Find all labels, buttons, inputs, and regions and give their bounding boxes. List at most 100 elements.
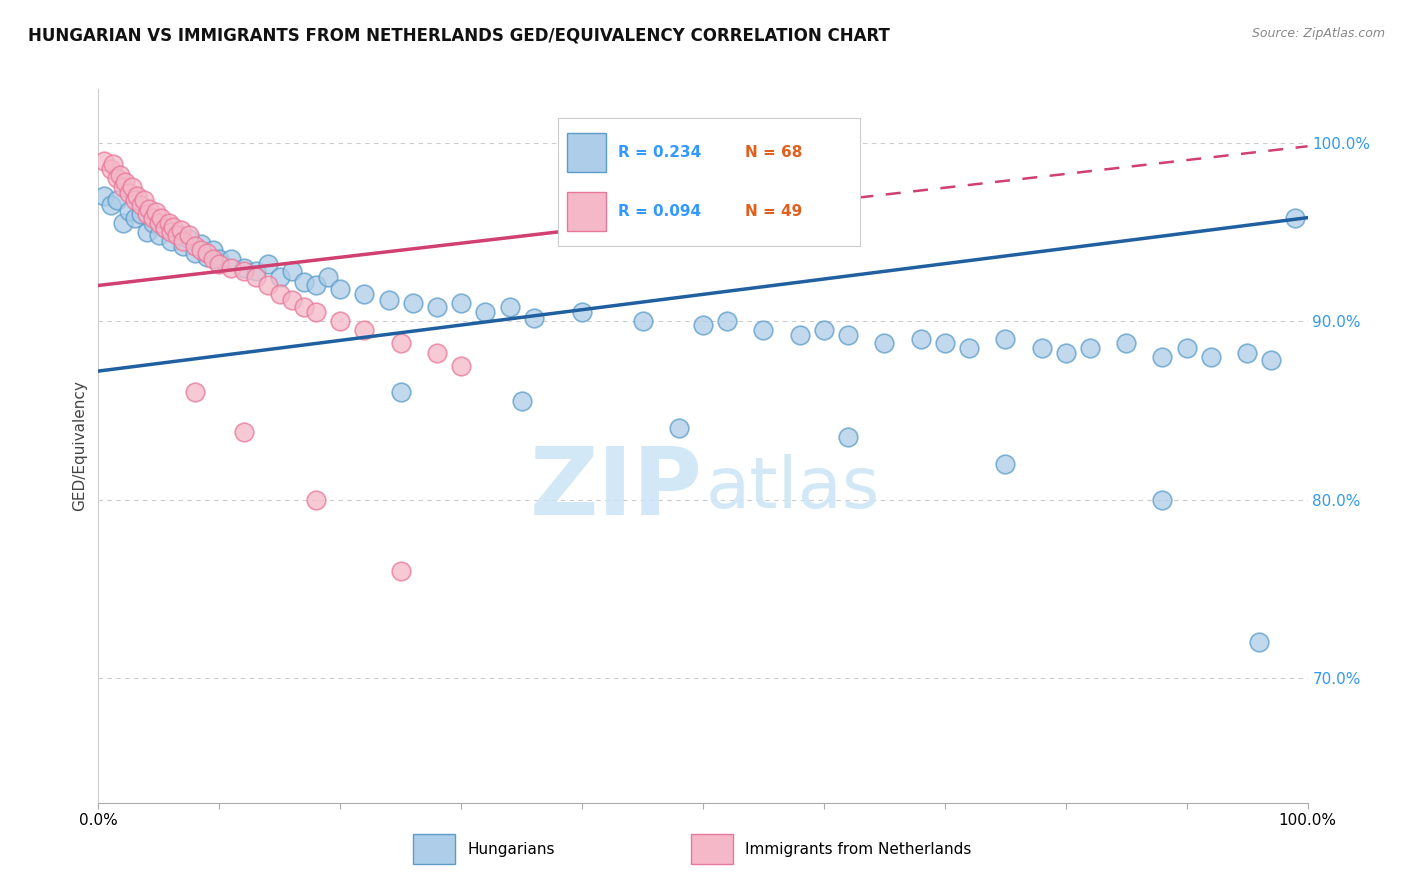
Point [135, 207, 157, 221]
Point [305, 305, 328, 319]
Y-axis label: GED/Equivalency: GED/Equivalency [72, 381, 87, 511]
Point [93, 189, 115, 203]
Text: atlas: atlas [706, 454, 880, 524]
Point [172, 234, 194, 248]
Point [160, 225, 183, 239]
Point [100, 198, 122, 212]
Point [135, 225, 157, 239]
Point [221, 252, 243, 266]
Point [118, 203, 141, 218]
Point [668, 421, 690, 435]
Point [523, 310, 546, 325]
Point [281, 264, 304, 278]
Point [100, 162, 122, 177]
Point [1175, 341, 1198, 355]
Point [426, 346, 449, 360]
Point [169, 223, 191, 237]
Point [105, 193, 128, 207]
Point [402, 296, 425, 310]
Point [195, 246, 218, 260]
Point [190, 237, 212, 252]
Point [179, 232, 201, 246]
Point [202, 252, 225, 266]
Point [142, 216, 165, 230]
Point [114, 175, 136, 189]
Point [957, 341, 980, 355]
Point [1284, 211, 1306, 225]
Point [179, 228, 201, 243]
Point [389, 564, 412, 578]
Point [190, 243, 212, 257]
Point [160, 234, 183, 248]
Point [994, 332, 1017, 346]
Point [389, 385, 412, 400]
Point [1031, 341, 1053, 355]
Text: HUNGARIAN VS IMMIGRANTS FROM NETHERLANDS GED/EQUIVALENCY CORRELATION CHART: HUNGARIAN VS IMMIGRANTS FROM NETHERLANDS… [28, 27, 890, 45]
Point [111, 180, 134, 194]
Point [353, 323, 375, 337]
Point [148, 228, 170, 243]
Text: ZIP: ZIP [530, 442, 703, 535]
Point [1054, 346, 1077, 360]
Point [129, 198, 152, 212]
Point [184, 239, 207, 253]
Point [150, 211, 173, 225]
Point [269, 269, 291, 284]
Point [716, 314, 738, 328]
Point [329, 314, 352, 328]
Point [121, 180, 143, 194]
Point [752, 323, 775, 337]
Point [474, 305, 496, 319]
Point [232, 260, 254, 275]
Point [208, 257, 231, 271]
Point [305, 278, 328, 293]
Point [837, 430, 859, 444]
Point [281, 293, 304, 307]
Point [166, 227, 188, 241]
Point [1152, 492, 1174, 507]
Point [138, 202, 160, 216]
Point [1152, 350, 1174, 364]
Point [245, 269, 267, 284]
Point [1260, 353, 1282, 368]
Point [353, 287, 375, 301]
Point [145, 205, 167, 219]
Point [571, 305, 593, 319]
Point [1115, 335, 1137, 350]
Point [1236, 346, 1258, 360]
Point [813, 323, 835, 337]
Point [232, 264, 254, 278]
Point [316, 269, 339, 284]
Point [389, 335, 412, 350]
Point [142, 211, 165, 225]
Point [450, 296, 472, 310]
Point [148, 216, 170, 230]
Point [305, 492, 328, 507]
Point [498, 300, 520, 314]
Point [934, 335, 956, 350]
Point [172, 239, 194, 253]
Point [153, 221, 176, 235]
Point [127, 189, 149, 203]
Point [221, 260, 243, 275]
Point [208, 252, 231, 266]
Point [202, 243, 225, 257]
Point [329, 282, 352, 296]
Point [789, 328, 811, 343]
Point [232, 425, 254, 439]
Point [134, 193, 156, 207]
Point [124, 193, 146, 207]
Point [292, 300, 315, 314]
Point [129, 207, 152, 221]
Point [166, 228, 188, 243]
Point [162, 219, 184, 234]
Point [269, 287, 291, 301]
Point [153, 221, 176, 235]
Point [910, 332, 932, 346]
Point [1078, 341, 1101, 355]
Point [450, 359, 472, 373]
Point [292, 275, 315, 289]
Point [157, 216, 180, 230]
Point [510, 394, 533, 409]
Point [692, 318, 714, 332]
